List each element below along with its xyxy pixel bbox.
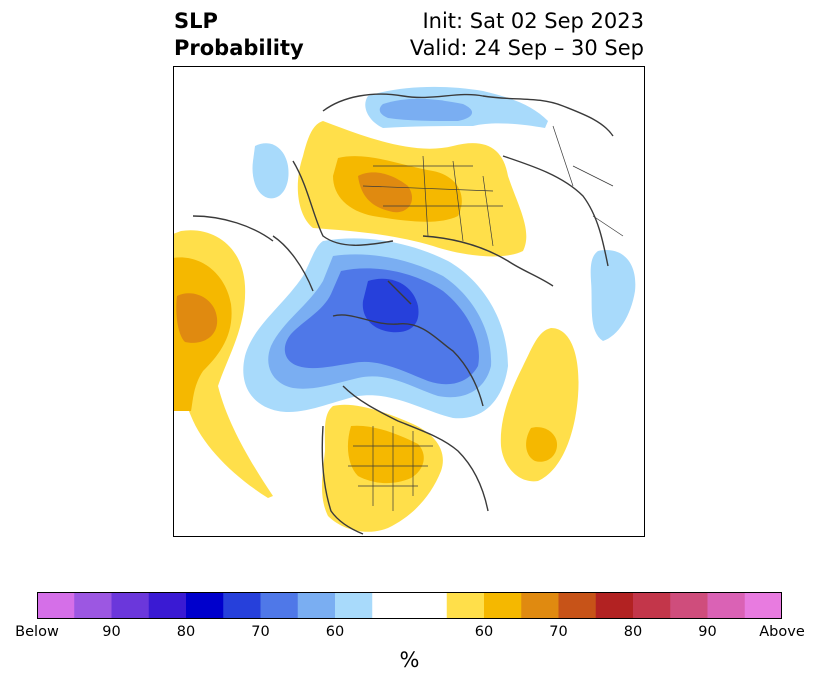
- colorbar-swatch: [446, 592, 485, 619]
- colorbar-swatch: [111, 592, 150, 619]
- map-border: [173, 66, 645, 537]
- north-america-above-70: [347, 425, 424, 484]
- colorbar-tick-label: Below: [15, 624, 59, 640]
- forecast-dates: Init: Sat 02 Sep 2023 Valid: 24 Sep – 30…: [410, 8, 644, 62]
- colorbar: [37, 592, 782, 619]
- pacific-above-80: [176, 293, 218, 343]
- colorbar-swatch: [633, 592, 671, 619]
- valid-date-text: Valid: 24 Sep – 30 Sep: [409, 36, 644, 60]
- colorbar-outline: [37, 592, 782, 619]
- title-line-1: SLP: [174, 9, 218, 33]
- colorbar-tick-label: 90: [102, 624, 121, 640]
- atlantic-below-60: [252, 143, 289, 199]
- colorbar-swatch: [223, 592, 261, 619]
- colorbar-swatch: [74, 592, 112, 619]
- borders: [348, 125, 624, 511]
- probability-map: [173, 66, 645, 537]
- colorbar-tick-label: 80: [623, 624, 643, 640]
- colorbar-swatch: [260, 592, 299, 619]
- colorbar-swatch: [707, 592, 746, 619]
- colorbar-tick-label: 70: [251, 624, 270, 640]
- colorbar-swatch: [670, 592, 708, 619]
- colorbar-tick-label: Above: [759, 624, 805, 640]
- colorbar-tick-label: 60: [325, 624, 345, 640]
- eurasia-above-80: [358, 172, 413, 213]
- arctic-below-90: [362, 278, 419, 333]
- colorbar-tick-label: 80: [176, 624, 196, 640]
- atlantic-above-70: [526, 427, 558, 462]
- init-date-text: Init: Sat 02 Sep 2023: [422, 9, 644, 33]
- colorbar-swatch: [521, 592, 559, 619]
- colorbar-ticks: Below 90 80 70 60 60 70 80 90 Above: [0, 624, 819, 644]
- colorbar-swatch: [37, 592, 75, 619]
- colorbar-swatch: [186, 592, 224, 619]
- colorbar-swatch: [297, 592, 336, 619]
- colorbar-swatch: [744, 592, 782, 619]
- colorbar-label: %: [399, 648, 420, 672]
- colorbar-swatch: [148, 592, 187, 619]
- map-title: SLP Probability: [174, 8, 304, 62]
- colorbar-swatch: [595, 592, 634, 619]
- colorbar-tick-label: 90: [698, 624, 717, 640]
- atlantic-above-60: [500, 328, 579, 482]
- colorbar-tick-label: 60: [474, 624, 494, 640]
- east-asia-below-60: [590, 250, 636, 341]
- europe-below-70: [379, 98, 473, 121]
- colorbar-swatch: [484, 592, 522, 619]
- colorbar-swatch: [558, 592, 597, 619]
- colorbar-tick-label: 70: [549, 624, 568, 640]
- colorbar-swatch: [372, 592, 448, 619]
- map-svg: [173, 66, 645, 537]
- colorbar-swatch: [335, 592, 373, 619]
- title-line-2: Probability: [174, 36, 304, 60]
- coastlines: [192, 93, 614, 535]
